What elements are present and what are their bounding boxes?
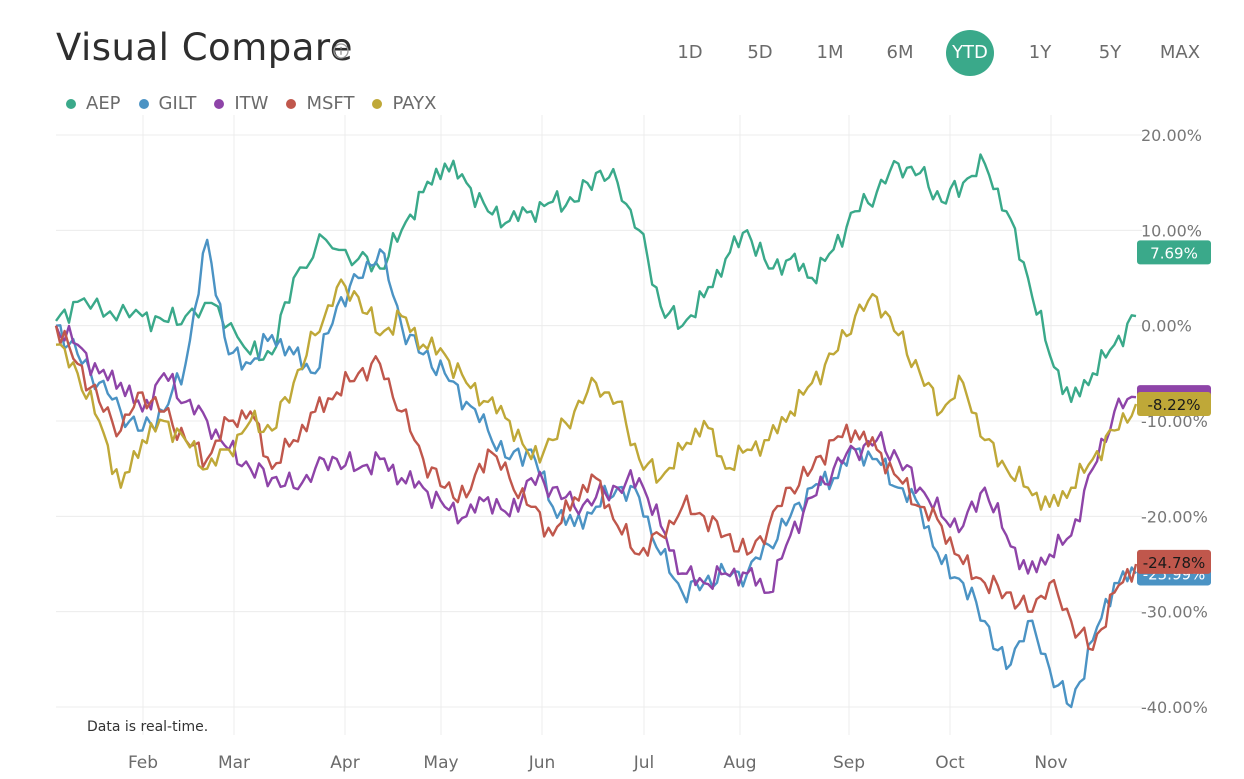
range-selector: 1D 5D 1M 6M YTD 1Y 5Y MAX bbox=[644, 30, 1204, 76]
y-tick-label: 20.00% bbox=[1141, 126, 1202, 145]
legend-item-payx[interactable]: PAYX bbox=[372, 93, 436, 114]
legend-item-itw[interactable]: ITW bbox=[214, 93, 268, 114]
legend-label-msft: MSFT bbox=[306, 93, 355, 114]
range-1d-button[interactable]: 1D bbox=[677, 42, 703, 63]
legend-label-aep: AEP bbox=[86, 93, 121, 114]
legend-label-payx: PAYX bbox=[392, 93, 437, 114]
x-tick-label: May bbox=[423, 753, 458, 773]
range-1y-button[interactable]: 1Y bbox=[1028, 42, 1052, 63]
series-line-payx bbox=[55, 278, 1138, 511]
series-line-msft bbox=[54, 325, 1138, 651]
x-tick-label: Jun bbox=[528, 753, 556, 773]
y-tick-label: 10.00% bbox=[1141, 221, 1202, 240]
end-badge-label-payx: -8.22% bbox=[1147, 396, 1200, 414]
legend-label-gilt: GILT bbox=[158, 93, 197, 114]
legend-dot-payx bbox=[372, 98, 383, 109]
end-badge-msft bbox=[1137, 549, 1211, 574]
series-line-itw bbox=[54, 324, 1137, 594]
x-tick-label: Nov bbox=[1034, 753, 1067, 773]
series-line-aep bbox=[55, 153, 1137, 404]
page-title: Visual Compare bbox=[56, 26, 354, 69]
info-icon[interactable] bbox=[333, 43, 349, 59]
end-badge-payx bbox=[1137, 392, 1211, 417]
x-tick-label: Jul bbox=[633, 753, 655, 773]
y-tick-label: -20.00% bbox=[1141, 507, 1208, 526]
y-tick-label: -10.00% bbox=[1141, 412, 1208, 431]
legend-item-gilt[interactable]: GILT bbox=[138, 93, 197, 114]
range-5y-button[interactable]: 5Y bbox=[1098, 42, 1122, 63]
range-1m-button[interactable]: 1M bbox=[816, 42, 844, 63]
x-tick-label: Apr bbox=[330, 753, 359, 773]
legend-dot-itw bbox=[214, 98, 225, 109]
x-tick-label: Mar bbox=[218, 753, 250, 773]
legend-dot-msft bbox=[286, 98, 297, 109]
legend-item-msft[interactable]: MSFT bbox=[286, 93, 354, 114]
end-badge-label-msft: -24.78% bbox=[1143, 554, 1206, 572]
series-line-gilt bbox=[55, 238, 1137, 709]
range-5d-button[interactable]: 5D bbox=[747, 42, 773, 63]
x-tick-label: Feb bbox=[128, 753, 158, 773]
x-tick-label: Aug bbox=[723, 753, 756, 773]
range-max-button[interactable]: MAX bbox=[1159, 42, 1201, 63]
y-tick-label: 0.00% bbox=[1141, 317, 1192, 336]
range-6m-button[interactable]: 6M bbox=[886, 42, 914, 63]
y-tick-label: -30.00% bbox=[1141, 603, 1208, 622]
legend-dot-gilt bbox=[138, 98, 149, 109]
legend-dot-aep bbox=[66, 98, 76, 109]
chart-legend: AEP GILT ITW MSFT PAYX bbox=[66, 93, 454, 114]
range-ytd-button[interactable]: YTD bbox=[946, 30, 994, 76]
x-tick-label: Oct bbox=[935, 753, 965, 773]
x-tick-label: Sep bbox=[833, 753, 865, 773]
y-tick-label: -40.00% bbox=[1141, 698, 1208, 717]
end-badge-aep bbox=[1137, 240, 1211, 265]
end-badge-label-aep: 7.69% bbox=[1150, 244, 1198, 262]
legend-item-aep[interactable]: AEP bbox=[66, 93, 121, 114]
realtime-note: Data is real-time. bbox=[87, 719, 209, 735]
legend-label-itw: ITW bbox=[234, 93, 269, 114]
